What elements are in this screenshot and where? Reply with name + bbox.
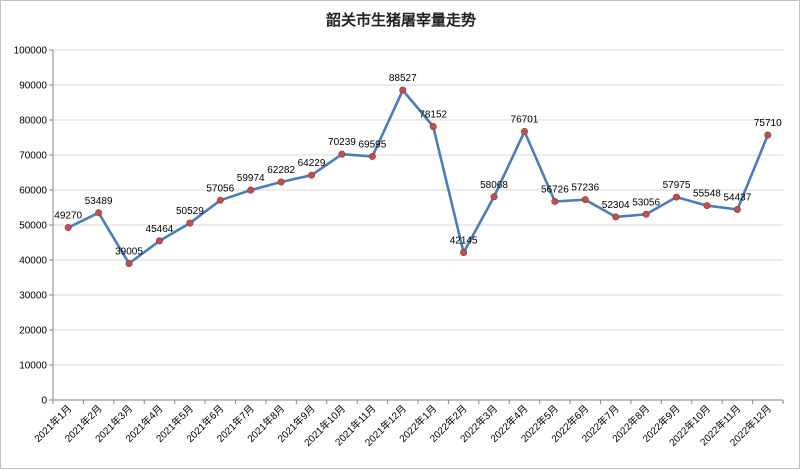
grid-layer — [53, 49, 783, 401]
y-tick-label: 90000 — [19, 81, 47, 92]
y-tick-label: 20000 — [19, 326, 47, 337]
data-label: 42145 — [450, 235, 478, 246]
y-tick-label: 70000 — [19, 151, 47, 162]
data-point — [308, 171, 316, 179]
data-point — [733, 205, 741, 213]
data-point — [551, 197, 559, 205]
data-label: 49270 — [54, 211, 82, 222]
data-label: 50529 — [176, 206, 204, 217]
data-label: 57236 — [571, 183, 599, 194]
data-point — [490, 193, 498, 201]
y-tick-label: 0 — [41, 396, 47, 407]
data-label: 55548 — [693, 189, 721, 200]
data-point — [277, 178, 285, 186]
data-point — [673, 193, 681, 201]
y-tick-label: 30000 — [19, 291, 47, 302]
data-point — [186, 219, 194, 227]
data-point — [399, 86, 407, 94]
data-label: 57056 — [206, 183, 234, 194]
data-point — [642, 210, 650, 218]
y-tick-label: 60000 — [19, 186, 47, 197]
y-tick-label: 10000 — [19, 361, 47, 372]
data-point — [64, 224, 72, 232]
data-point — [581, 196, 589, 204]
data-point — [460, 248, 468, 256]
data-point — [520, 128, 528, 136]
data-label: 76701 — [511, 115, 539, 126]
data-label: 78152 — [419, 109, 447, 120]
data-label: 64229 — [298, 158, 326, 169]
data-label: 59974 — [237, 173, 265, 184]
data-label: 56726 — [541, 184, 569, 195]
y-tick-label: 80000 — [19, 116, 47, 127]
data-label: 45464 — [146, 224, 174, 235]
data-point — [95, 209, 103, 217]
chart-title: 韶关市生猪屠宰量走势 — [326, 11, 476, 29]
data-label: 70239 — [328, 137, 356, 148]
data-label: 88527 — [389, 73, 417, 84]
data-point — [247, 186, 255, 194]
series-layer — [64, 86, 772, 267]
data-label: 39005 — [115, 246, 143, 257]
data-point — [368, 152, 376, 160]
y-tick-label: 100000 — [14, 46, 48, 57]
data-label: 52304 — [602, 200, 630, 211]
data-point — [338, 150, 346, 158]
data-label: 57975 — [663, 180, 691, 191]
y-tick-label: 40000 — [19, 256, 47, 267]
data-label: 75710 — [754, 118, 782, 129]
data-point — [703, 202, 711, 210]
series-line — [67, 88, 770, 265]
data-point — [612, 213, 620, 221]
data-label: 53056 — [632, 197, 660, 208]
data-label: 62282 — [267, 165, 295, 176]
data-label: 58068 — [480, 180, 508, 191]
data-point — [155, 237, 163, 245]
data-label: 69595 — [358, 139, 386, 150]
data-point — [429, 122, 437, 130]
data-label: 53489 — [85, 196, 113, 207]
data-label: 54437 — [723, 192, 751, 203]
data-point — [125, 259, 133, 267]
y-tick-label: 50000 — [19, 221, 47, 232]
data-point — [216, 196, 224, 204]
data-point — [764, 131, 772, 139]
